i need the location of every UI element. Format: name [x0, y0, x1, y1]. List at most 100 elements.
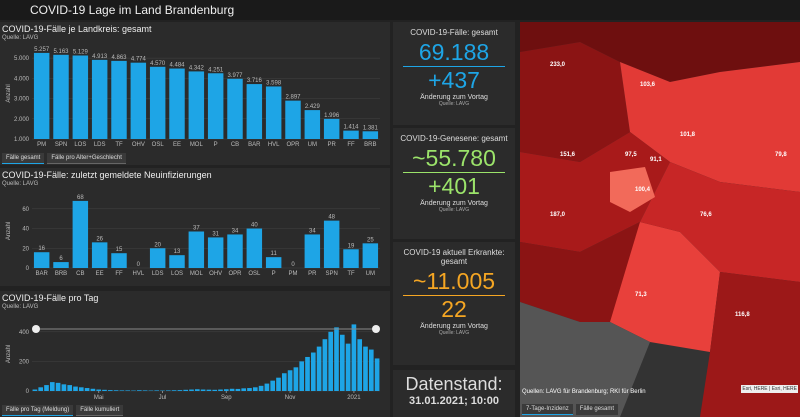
bar: [334, 327, 339, 391]
tab[interactable]: Fälle gesamt: [2, 153, 45, 164]
bar: [258, 385, 264, 391]
x-tick-label: TF: [115, 142, 123, 148]
y-tick-label: 1.000: [14, 137, 30, 143]
bar: [38, 387, 44, 391]
map-tab[interactable]: Fälle gesamt: [575, 404, 619, 415]
bar: [169, 255, 185, 268]
bar: [72, 200, 89, 268]
bar: [227, 78, 243, 139]
panel-source: Quelle: LAVG: [2, 35, 39, 41]
map-label: 100,4: [635, 187, 651, 193]
kpi-title: COVID-19-Genesene: gesamt: [400, 134, 508, 143]
bar: [363, 346, 368, 391]
kpi-source: Quelle: LAVG: [438, 207, 470, 213]
y-tick-label: 200: [19, 359, 30, 365]
slider-handle[interactable]: [372, 325, 380, 333]
y-tick-label: 4.000: [14, 76, 30, 82]
bar: [49, 382, 55, 391]
x-tick-label: LOS: [171, 271, 183, 277]
tab[interactable]: Fälle pro Alter+Geschlecht: [47, 153, 126, 164]
y-tick-label: 60: [22, 207, 29, 213]
panel-title: COVID-19-Fälle pro Tag: [2, 293, 99, 303]
tab[interactable]: Fälle pro Tag (Meldung): [2, 405, 74, 416]
app-title: COVID-19 Lage im Land Brandenburg: [30, 3, 235, 17]
value-label: 20: [154, 242, 161, 248]
chart: Anzahl 0 200 400 Mai Jul Sep Nov 2021: [6, 324, 380, 401]
kpi-title: COVID-19 aktuell Erkrankte: gesamt: [403, 248, 505, 266]
value-label: 68: [77, 195, 84, 201]
bar: [171, 390, 177, 391]
bar: [102, 389, 107, 391]
kpi-change-label: Änderung zum Vortag: [420, 94, 488, 101]
map-label: 116,8: [735, 312, 750, 318]
x-tick-label: EE: [173, 142, 181, 148]
x-tick-label: HVL: [268, 142, 280, 148]
bar: [227, 234, 243, 268]
bar: [252, 387, 258, 391]
bar: [212, 389, 218, 391]
value-label: 25: [367, 237, 374, 243]
bar: [276, 377, 281, 391]
bar: [316, 346, 322, 391]
map-tab[interactable]: 7-Tage-Inzidenz: [522, 404, 573, 415]
bar: [32, 389, 38, 391]
x-tick-label: Mai: [94, 395, 104, 401]
x-tick-label: BRB: [55, 271, 67, 277]
tab-bar: Fälle gesamt Fälle pro Alter+Geschlecht: [2, 153, 126, 164]
bar: [165, 390, 171, 391]
map-source: Quellen: LAVG für Brandenburg; RKI für B…: [522, 389, 646, 395]
value-label: 4.863: [111, 55, 127, 61]
bar: [207, 73, 224, 139]
bar: [223, 389, 229, 391]
x-tick-label: PM: [289, 271, 298, 277]
map-label: 71,3: [635, 292, 647, 298]
panel-source: Quelle: LAVG: [2, 181, 39, 187]
bar: [72, 55, 89, 140]
bar: [304, 110, 321, 139]
value-label: 3.598: [266, 80, 282, 86]
bar: [285, 100, 301, 139]
map-attribution: Esri, HERE | Esri, HERE: [741, 385, 798, 393]
panel-title: COVID-19-Fälle je Landkreis: gesamt: [2, 24, 152, 34]
value-label: 3.716: [247, 78, 263, 84]
kpi-change: +401: [428, 173, 480, 199]
kpi-change: 22: [441, 296, 467, 322]
x-tick-label: SPN: [55, 142, 67, 148]
bar: [235, 388, 241, 391]
bar: [107, 390, 113, 391]
tab-bar: Fälle pro Tag (Meldung) Fälle kumuliert: [2, 405, 124, 416]
map-label: 76,6: [700, 212, 712, 218]
bar: [305, 356, 310, 391]
value-label: 1.381: [363, 125, 379, 131]
bar: [345, 343, 351, 391]
bar: [357, 339, 363, 391]
kpi-title: COVID-19-Fälle: gesamt: [410, 28, 498, 37]
kpi-total: ~55.780: [403, 145, 505, 173]
bar: [154, 390, 160, 391]
value-label: 15: [116, 247, 123, 253]
map-label: 187,0: [550, 212, 566, 218]
x-tick-label: LDS: [152, 271, 164, 277]
y-axis-label: Anzahl: [6, 84, 12, 102]
x-tick-label: OPR: [286, 142, 300, 148]
y-tick-label: 2.000: [14, 117, 30, 123]
x-tick-label: BAR: [35, 271, 48, 277]
bar: [177, 390, 183, 391]
bar: [55, 382, 61, 391]
value-label: 5.257: [34, 47, 50, 53]
tab[interactable]: Fälle kumuliert: [76, 405, 124, 416]
bar: [351, 324, 357, 391]
x-tick-label: P: [272, 271, 276, 277]
x-tick-label: UM: [308, 142, 317, 148]
x-tick-label: LOS: [74, 142, 86, 148]
bar: [339, 334, 345, 391]
slider-handle[interactable]: [32, 325, 40, 333]
bar: [323, 220, 340, 268]
x-tick-label: OHV: [209, 271, 222, 277]
map-label: 79,8: [775, 152, 787, 158]
value-label: 4.342: [189, 65, 205, 71]
value-label: 2.429: [305, 104, 321, 110]
map-label: 91,1: [650, 157, 662, 163]
chart: Anzahl 0 20 40 60 BAR 16 BRB 6 CB 68 EE 26 FF 15 HVL 0 LD…: [6, 195, 380, 277]
bar: [136, 390, 142, 391]
